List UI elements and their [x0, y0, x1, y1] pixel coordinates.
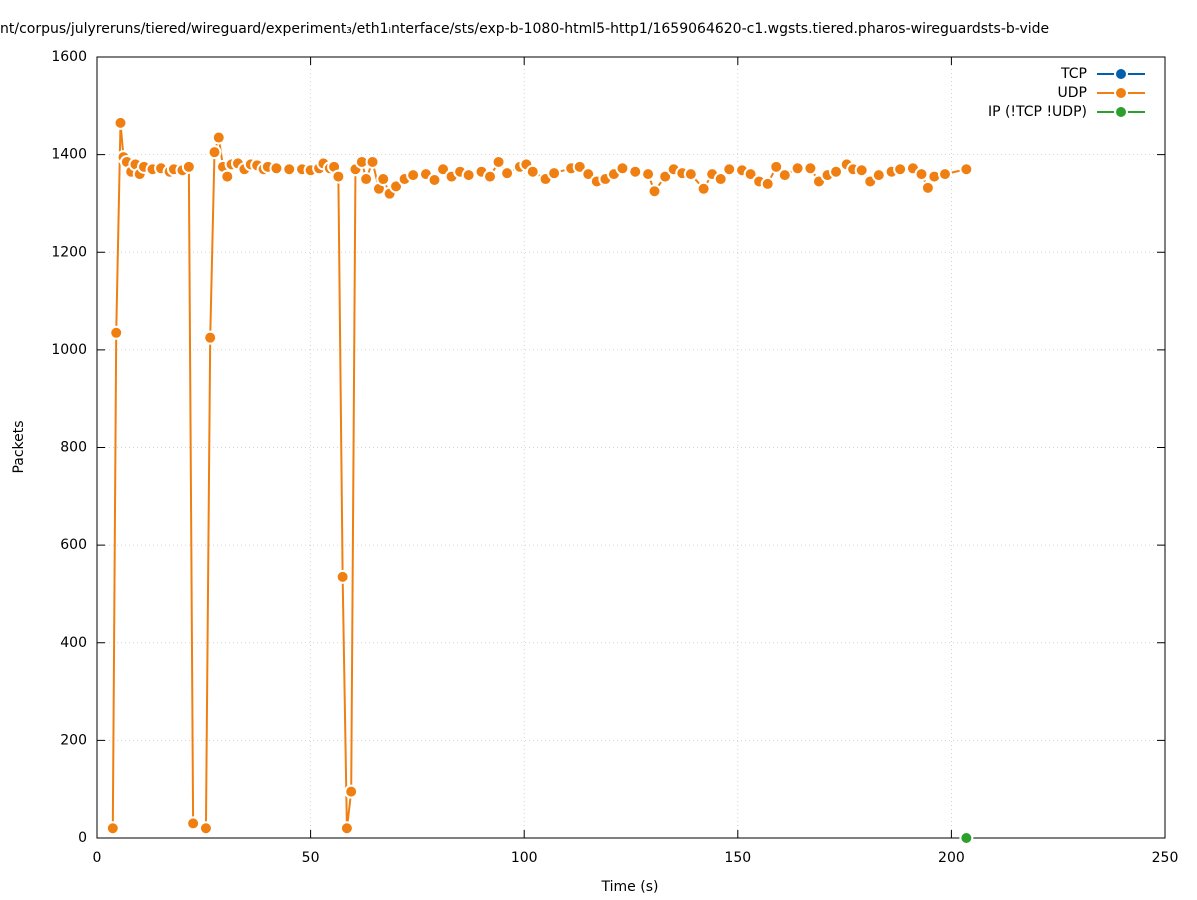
legend-label: UDP [1058, 85, 1087, 101]
data-point [335, 569, 350, 584]
data-point [683, 167, 698, 182]
data-point [854, 163, 869, 178]
data-point [743, 167, 758, 182]
data-point [282, 162, 297, 177]
data-point [760, 176, 775, 191]
data-point [547, 166, 562, 181]
data-point [461, 168, 476, 183]
data-point [914, 167, 929, 182]
data-point [203, 330, 218, 345]
data-point [615, 161, 630, 176]
data-point [491, 154, 506, 169]
data-point [713, 172, 728, 187]
data-point [959, 831, 974, 845]
data-point [344, 784, 359, 799]
data-point [769, 159, 784, 174]
data-point [483, 169, 498, 184]
data-point [339, 821, 354, 836]
series-line [111, 122, 967, 830]
data-point [959, 162, 974, 177]
x-tick-label: 50 [302, 850, 320, 866]
y-tick-label: 200 [60, 732, 87, 748]
data-point [389, 179, 404, 194]
y-tick-label: 1200 [51, 244, 87, 260]
data-point [269, 161, 284, 176]
data-point [871, 168, 886, 183]
y-tick-label: 1000 [51, 342, 87, 358]
data-point [198, 821, 213, 836]
x-tick-label: 250 [1152, 850, 1179, 866]
data-point [365, 154, 380, 169]
data-point [641, 167, 656, 182]
data-point [211, 130, 226, 145]
x-tick-label: 150 [724, 850, 751, 866]
legend-marker [1114, 67, 1128, 81]
data-point [696, 181, 711, 196]
y-axis-label: Packets [11, 420, 27, 473]
y-tick-label: 800 [60, 440, 87, 456]
data-point [105, 821, 120, 836]
data-point [937, 167, 952, 182]
data-point [893, 162, 908, 177]
data-point [581, 167, 596, 182]
data-point [376, 172, 391, 187]
x-tick-label: 0 [93, 850, 102, 866]
data-point [331, 169, 346, 184]
data-point [113, 115, 128, 130]
chart-title: nt/corpus/julyreruns/tiered/wireguard/ex… [0, 21, 1049, 37]
legend-label: IP (!TCP !UDP) [988, 104, 1087, 120]
data-point [790, 161, 805, 176]
data-point [803, 161, 818, 176]
plot-frame [96, 56, 1166, 839]
data-point [500, 166, 515, 181]
y-tick-label: 1400 [51, 147, 87, 163]
data-point [658, 169, 673, 184]
data-point [777, 168, 792, 183]
legend-label: TCP [1060, 66, 1087, 82]
data-point [181, 159, 196, 174]
data-point [109, 325, 124, 340]
data-point [436, 162, 451, 177]
x-tick-label: 100 [511, 850, 538, 866]
data-point [525, 164, 540, 179]
data-point [207, 145, 222, 160]
data-point [628, 164, 643, 179]
data-point [220, 169, 235, 184]
y-tick-label: 1600 [51, 49, 87, 65]
data-point [359, 172, 374, 187]
data-point [829, 164, 844, 179]
data-point [406, 168, 421, 183]
x-axis-label: Time (s) [601, 879, 659, 895]
y-tick-label: 0 [78, 830, 87, 846]
data-point [647, 184, 662, 199]
data-point [722, 162, 737, 177]
data-point [572, 159, 587, 174]
y-tick-label: 600 [60, 537, 87, 553]
data-point [920, 180, 935, 195]
legend-marker [1114, 105, 1128, 119]
data-point [427, 173, 442, 188]
x-tick-label: 200 [938, 850, 965, 866]
y-tick-label: 400 [60, 635, 87, 651]
legend-marker [1114, 86, 1128, 100]
data-point [186, 816, 201, 831]
